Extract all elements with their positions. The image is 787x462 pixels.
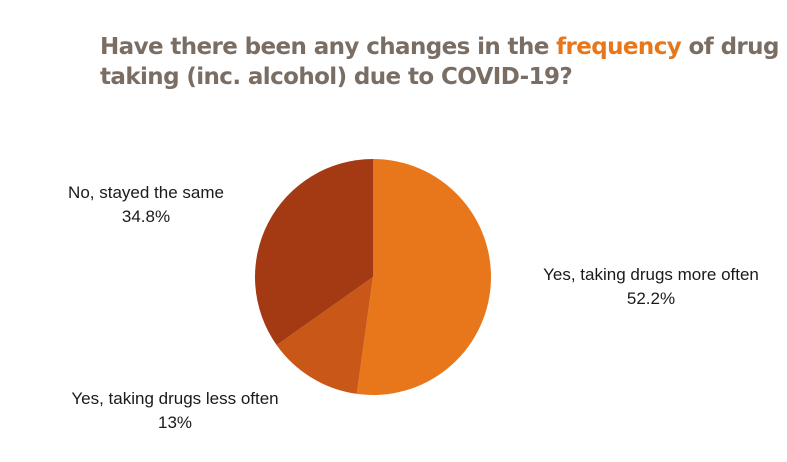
slice-label-less-often-text: Yes, taking drugs less often <box>71 389 279 408</box>
slice-label-more-often-text: Yes, taking drugs more often <box>543 265 759 284</box>
slice-label-stayed-same-value: 34.8% <box>121 207 171 226</box>
title-highlight: frequency <box>556 34 682 60</box>
title-text-after: of drug taking (inc. alcohol) due to COV… <box>100 34 779 90</box>
slice-label-stayed-same: No, stayed the same 34.8% <box>68 181 224 229</box>
slice-label-more-often: Yes, taking drugs more often 52.2% <box>543 263 759 311</box>
pie-slice-less-often <box>276 277 373 394</box>
pie-slice-more-often <box>356 159 492 395</box>
slice-label-stayed-same-text: No, stayed the same <box>68 183 224 202</box>
slice-label-less-often-value: 13% <box>157 413 193 432</box>
title-text-before: Have there been any changes in the <box>100 34 557 60</box>
slice-label-more-often-value: 52.2% <box>626 289 676 308</box>
slice-label-less-often: Yes, taking drugs less often 13% <box>71 387 278 435</box>
pie-slice-stayed-same <box>255 159 373 346</box>
chart-title: Have there been any changes in the frequ… <box>100 32 780 92</box>
